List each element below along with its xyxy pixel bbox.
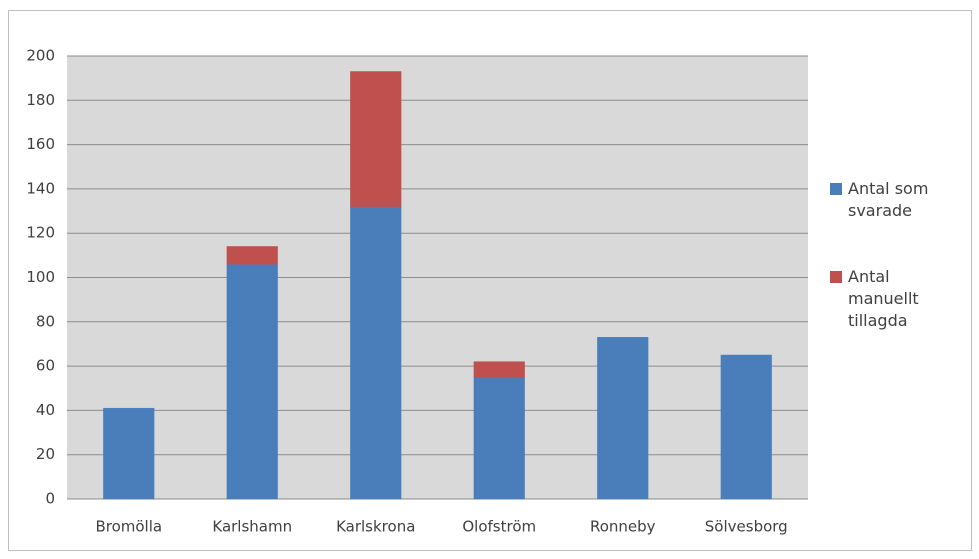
y-tick-label: 160 <box>26 135 55 153</box>
y-tick-label: 40 <box>36 401 55 419</box>
y-tick-label: 140 <box>26 179 55 197</box>
legend-entry: Antal som svarade <box>830 178 958 222</box>
y-tick-label: 60 <box>36 357 55 375</box>
y-tick-label: 80 <box>36 312 55 330</box>
bar-segment <box>350 71 402 207</box>
bar-segment <box>597 337 649 500</box>
legend-swatch <box>830 271 842 283</box>
legend-label: Antal som svarade <box>848 179 929 220</box>
y-tick-label: 120 <box>26 224 55 242</box>
legend-label: Antal manuellt tillagda <box>848 267 919 330</box>
x-tick-label: Karlshamn <box>212 518 292 536</box>
bar-segment <box>720 354 772 500</box>
y-tick-label: 180 <box>26 91 55 109</box>
bar-segment <box>226 246 278 265</box>
y-tick-label: 100 <box>26 268 55 286</box>
y-tick-label: 200 <box>26 47 55 65</box>
y-tick-label: 20 <box>36 445 55 463</box>
x-tick-label: Olofström <box>462 518 536 536</box>
x-tick-label: Sölvesborg <box>705 518 788 536</box>
bar-segment <box>350 206 402 500</box>
y-tick-label: 0 <box>45 490 55 508</box>
x-tick-label: Karlskrona <box>336 518 415 536</box>
legend-swatch <box>830 183 842 195</box>
bar-segment <box>103 407 155 500</box>
bar-segment <box>473 376 525 500</box>
bar-segment <box>473 361 525 378</box>
x-tick-label: Ronneby <box>590 518 656 536</box>
x-tick-label: Bromölla <box>95 518 162 536</box>
bar-segment <box>226 263 278 500</box>
legend-entry: Antal manuellt tillagda <box>830 266 958 332</box>
